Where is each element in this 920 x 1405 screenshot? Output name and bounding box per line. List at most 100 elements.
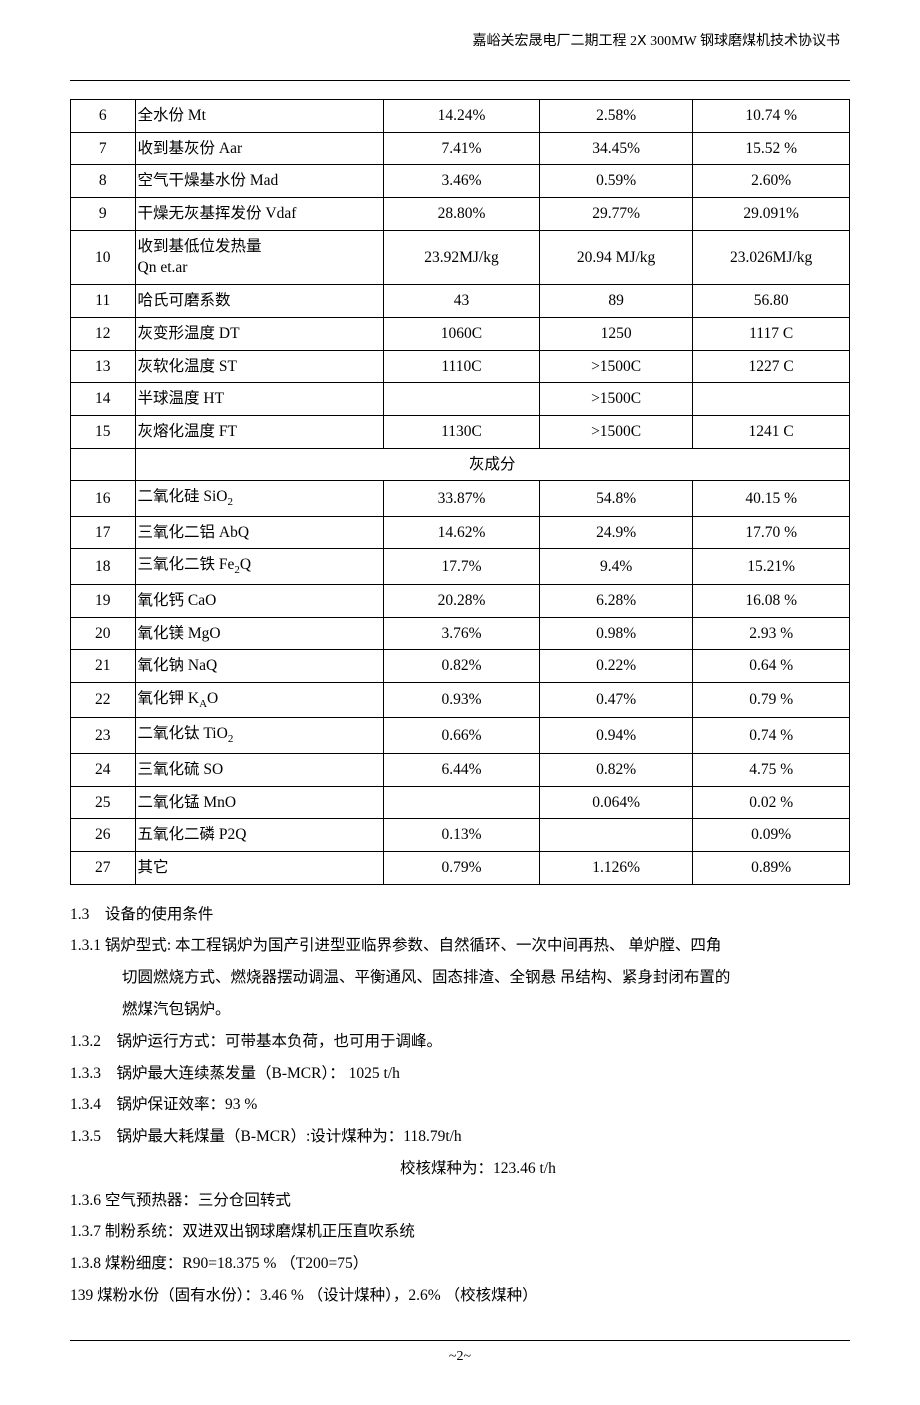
- table-row: 12灰变形温度 DT1060C12501117 C: [71, 317, 850, 350]
- row-index: 9: [71, 198, 136, 231]
- row-value-1: 3.46%: [384, 165, 540, 198]
- table-row: 22氧化钾 KAO0.93%0.47%0.79 %: [71, 682, 850, 717]
- row-index: 6: [71, 100, 136, 133]
- row-name: 灰熔化温度 FT: [135, 415, 384, 448]
- para-1-3-3: 1.3.3 锅炉最大连续蒸发量（B-MCR）： 1025 t/h: [70, 1058, 850, 1090]
- para-1-3-9: 139 煤粉水份（固有水份）：3.46 % （设计煤种），2.6% （校核煤种）: [70, 1280, 850, 1312]
- row-name: 五氧化二磷 P2Q: [135, 819, 384, 852]
- row-name: 氧化钾 KAO: [135, 682, 384, 717]
- row-name: 收到基低位发热量Qn et.ar: [135, 230, 384, 284]
- table-row: 14半球温度 HT>1500C: [71, 383, 850, 416]
- row-value-3: 2.93 %: [693, 617, 850, 650]
- para-1-3-7: 1.3.7 制粉系统：双进双出钢球磨煤机正压直吹系统: [70, 1216, 850, 1248]
- section-label: 灰成分: [135, 448, 850, 481]
- row-name: 灰变形温度 DT: [135, 317, 384, 350]
- table-row: 27其它0.79%1.126%0.89%: [71, 852, 850, 885]
- para-1-3-1a: 1.3.1 锅炉型式: 本工程锅炉为国产引进型亚临界参数、自然循环、一次中间再热…: [70, 930, 850, 962]
- table-row: 6全水份 Mt14.24%2.58%10.74 %: [71, 100, 850, 133]
- row-value-1: 0.82%: [384, 650, 540, 683]
- row-value-2: >1500C: [539, 415, 692, 448]
- row-index: 7: [71, 132, 136, 165]
- row-value-3: 40.15 %: [693, 481, 850, 516]
- row-value-2: 29.77%: [539, 198, 692, 231]
- row-value-2: [539, 819, 692, 852]
- row-value-2: 6.28%: [539, 584, 692, 617]
- row-index: 10: [71, 230, 136, 284]
- para-1-3-5b: 校核煤种为：123.46 t/h: [70, 1153, 850, 1185]
- row-value-3: 0.89%: [693, 852, 850, 885]
- row-value-3: 15.21%: [693, 549, 850, 584]
- row-value-3: 0.64 %: [693, 650, 850, 683]
- row-value-1: 7.41%: [384, 132, 540, 165]
- row-value-1: [384, 786, 540, 819]
- table-row: 24三氧化硫 SO6.44%0.82%4.75 %: [71, 753, 850, 786]
- table-row: 15灰熔化温度 FT1130C>1500C1241 C: [71, 415, 850, 448]
- row-index: 15: [71, 415, 136, 448]
- table-row: 7收到基灰份 Aar7.41%34.45%15.52 %: [71, 132, 850, 165]
- row-value-1: 1130C: [384, 415, 540, 448]
- page-number: ~2~: [70, 1349, 850, 1365]
- row-name: 氧化镁 MgO: [135, 617, 384, 650]
- para-1-3-6: 1.3.6 空气预热器：三分仓回转式: [70, 1185, 850, 1217]
- row-value-2: 1250: [539, 317, 692, 350]
- row-value-2: 20.94 MJ/kg: [539, 230, 692, 284]
- table-row: 25二氧化锰 MnO0.064%0.02 %: [71, 786, 850, 819]
- table-row: 19氧化钙 CaO20.28%6.28%16.08 %: [71, 584, 850, 617]
- row-name: 哈氏可磨系数: [135, 285, 384, 318]
- row-index: 22: [71, 682, 136, 717]
- row-name: 灰软化温度 ST: [135, 350, 384, 383]
- row-value-2: 0.59%: [539, 165, 692, 198]
- row-name: 其它: [135, 852, 384, 885]
- table-row: 26五氧化二磷 P2Q0.13%0.09%: [71, 819, 850, 852]
- row-value-1: 1110C: [384, 350, 540, 383]
- row-value-2: 0.82%: [539, 753, 692, 786]
- row-index: 17: [71, 516, 136, 549]
- row-value-1: 28.80%: [384, 198, 540, 231]
- table-row: 9干燥无灰基挥发份 Vdaf28.80%29.77%29.091%: [71, 198, 850, 231]
- row-value-3: 0.02 %: [693, 786, 850, 819]
- row-value-3: 1227 C: [693, 350, 850, 383]
- row-index: 21: [71, 650, 136, 683]
- row-index: 19: [71, 584, 136, 617]
- row-value-2: 24.9%: [539, 516, 692, 549]
- table-row: 13灰软化温度 ST1110C>1500C1227 C: [71, 350, 850, 383]
- para-1-3-1b: 切圆燃烧方式、燃烧器摆动调温、平衡通风、固态排渣、全钢悬 吊结构、紧身封闭布置的: [70, 962, 850, 994]
- row-value-1: 14.62%: [384, 516, 540, 549]
- row-name: 半球温度 HT: [135, 383, 384, 416]
- row-index: 12: [71, 317, 136, 350]
- row-value-3: 0.74 %: [693, 718, 850, 753]
- row-name: 二氧化硅 SiO2: [135, 481, 384, 516]
- body-text: 1.3 设备的使用条件 1.3.1 锅炉型式: 本工程锅炉为国产引进型亚临界参数…: [70, 899, 850, 1312]
- table-row: 11哈氏可磨系数438956.80: [71, 285, 850, 318]
- row-value-1: 0.66%: [384, 718, 540, 753]
- row-value-3: 16.08 %: [693, 584, 850, 617]
- row-value-1: 0.93%: [384, 682, 540, 717]
- row-index: 16: [71, 481, 136, 516]
- table-row: 18三氧化二铁 Fe2Q17.7%9.4%15.21%: [71, 549, 850, 584]
- row-index: 11: [71, 285, 136, 318]
- row-index: 14: [71, 383, 136, 416]
- row-value-3: 17.70 %: [693, 516, 850, 549]
- row-name: 空气干燥基水份 Mad: [135, 165, 384, 198]
- table-row: 8空气干燥基水份 Mad3.46%0.59%2.60%: [71, 165, 850, 198]
- row-index: 26: [71, 819, 136, 852]
- row-value-2: 89: [539, 285, 692, 318]
- row-value-3: 10.74 %: [693, 100, 850, 133]
- table-row: 21氧化钠 NaQ0.82%0.22%0.64 %: [71, 650, 850, 683]
- row-value-1: 0.79%: [384, 852, 540, 885]
- row-value-3: 0.79 %: [693, 682, 850, 717]
- row-index: 25: [71, 786, 136, 819]
- para-1-3-8: 1.3.8 煤粉细度：R90=18.375 % （T200=75）: [70, 1248, 850, 1280]
- row-name: 氧化钙 CaO: [135, 584, 384, 617]
- row-value-2: 0.064%: [539, 786, 692, 819]
- bottom-rule: [70, 1340, 850, 1341]
- row-value-3: [693, 383, 850, 416]
- row-value-3: 4.75 %: [693, 753, 850, 786]
- row-index: 20: [71, 617, 136, 650]
- row-value-1: 14.24%: [384, 100, 540, 133]
- row-name: 收到基灰份 Aar: [135, 132, 384, 165]
- top-rule: [70, 80, 850, 81]
- row-name: 氧化钠 NaQ: [135, 650, 384, 683]
- row-value-2: 0.98%: [539, 617, 692, 650]
- row-value-3: 29.091%: [693, 198, 850, 231]
